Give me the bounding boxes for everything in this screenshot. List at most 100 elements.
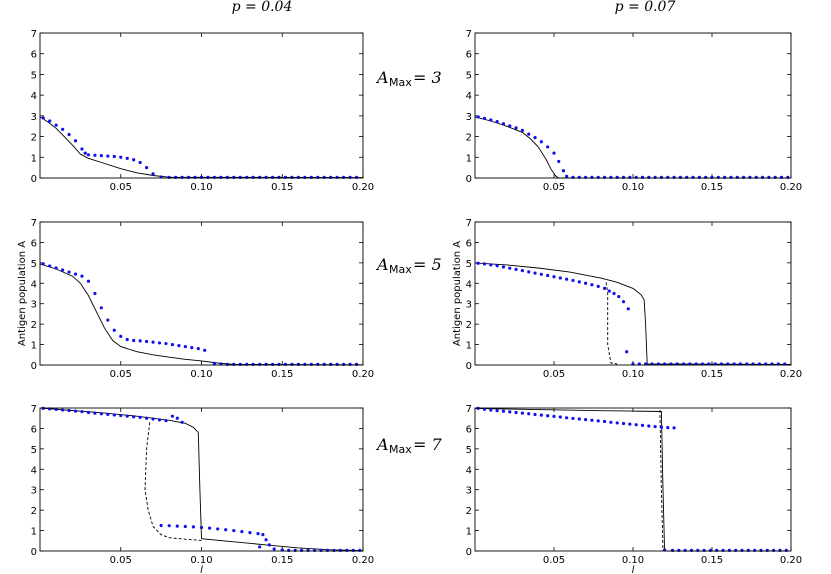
data-point (61, 408, 65, 412)
data-point (329, 362, 333, 366)
x-tick-label: 0.10 (622, 369, 644, 380)
data-point (689, 548, 694, 552)
data-point (704, 175, 708, 179)
data-point (264, 175, 268, 179)
data-point (180, 420, 184, 424)
data-point (258, 175, 262, 179)
data-point (489, 263, 493, 267)
column-title-left: p = 0.04 (232, 0, 293, 15)
data-point (609, 420, 613, 424)
data-point (558, 415, 562, 419)
data-point (54, 266, 58, 270)
data-point (590, 283, 594, 287)
data-point (157, 418, 162, 422)
data-point (696, 548, 700, 552)
y-tick-label: 0 (31, 174, 37, 185)
data-point (723, 175, 727, 179)
plot-frame (39, 32, 364, 179)
data-point (659, 175, 664, 179)
data-point (54, 123, 58, 127)
data-point (270, 362, 275, 366)
data-point (270, 175, 275, 179)
data-point (767, 175, 771, 179)
data-point (99, 306, 103, 310)
x-tick-label: 0.15 (271, 555, 293, 566)
data-point (571, 278, 575, 283)
data-point (125, 414, 129, 418)
data-point (264, 362, 268, 366)
data-point (612, 291, 616, 296)
x-tick-label: 0.20 (352, 555, 374, 566)
y-tick-label: 6 (31, 238, 37, 249)
data-point (702, 548, 706, 552)
data-point (125, 337, 129, 342)
data-point (565, 416, 569, 420)
y-tick-label: 3 (31, 112, 37, 123)
y-tick-label: 2 (31, 320, 37, 331)
data-point (653, 424, 657, 429)
y-tick-label: 6 (466, 238, 472, 249)
data-point (335, 362, 339, 366)
data-point (106, 318, 110, 322)
data-point (144, 339, 149, 344)
data-point (508, 266, 512, 270)
data-point (765, 548, 769, 552)
x-tick-label: 0.15 (701, 555, 723, 566)
data-point (67, 270, 71, 274)
data-point (232, 362, 236, 366)
y-tick-label: 4 (31, 91, 37, 102)
data-point (174, 175, 178, 179)
y-tick-label: 6 (466, 50, 472, 61)
data-point (119, 413, 123, 418)
data-point (332, 548, 336, 552)
data-point (539, 272, 543, 276)
svg-text:Max: Max (389, 443, 412, 456)
data-point (306, 548, 310, 552)
data-point (729, 175, 733, 179)
y-tick-label: 1 (31, 341, 37, 352)
data-point (617, 294, 621, 299)
y-tick-label: 7 (31, 218, 37, 229)
data-point (577, 175, 581, 179)
data-point (571, 175, 575, 179)
data-point (746, 548, 750, 552)
data-point (348, 362, 352, 366)
x-tick-label: 0.10 (622, 555, 644, 566)
data-point (125, 156, 129, 160)
data-point (735, 175, 739, 179)
data-point (303, 175, 307, 179)
plot-frame (474, 221, 792, 366)
data-point (489, 408, 493, 412)
data-point (203, 348, 207, 352)
data-point (514, 126, 518, 130)
data-point (225, 362, 229, 366)
data-point (640, 175, 645, 179)
panel-Amax7-p004: 0 1 2 3 4 5 6 7 0.05 0.10 0.15 0.20 l (31, 404, 375, 574)
data-point (351, 548, 355, 552)
data-point (93, 153, 97, 157)
data-point (177, 343, 181, 348)
data-point (621, 421, 626, 426)
data-point (565, 277, 569, 281)
data-point (672, 426, 676, 430)
data-point (590, 418, 594, 422)
data-point (175, 524, 179, 528)
solid-curve (39, 407, 364, 552)
x-tick-label: 0.15 (701, 182, 723, 193)
svg-text:= 3: = 3 (413, 68, 442, 87)
data-point (112, 154, 116, 159)
row-label-amax3: A Max = 3 (375, 68, 442, 89)
data-point (240, 529, 244, 534)
data-point (514, 267, 518, 271)
y-axis-label: Antigen population A (17, 241, 28, 346)
data-point (191, 525, 196, 529)
data-point (759, 548, 763, 552)
data-point (316, 362, 320, 366)
data-point (86, 410, 91, 415)
data-point (626, 307, 630, 311)
data-point (546, 273, 550, 278)
data-point (520, 269, 525, 273)
y-tick-label: 5 (31, 445, 37, 456)
data-point (41, 116, 45, 120)
data-point (697, 175, 701, 179)
